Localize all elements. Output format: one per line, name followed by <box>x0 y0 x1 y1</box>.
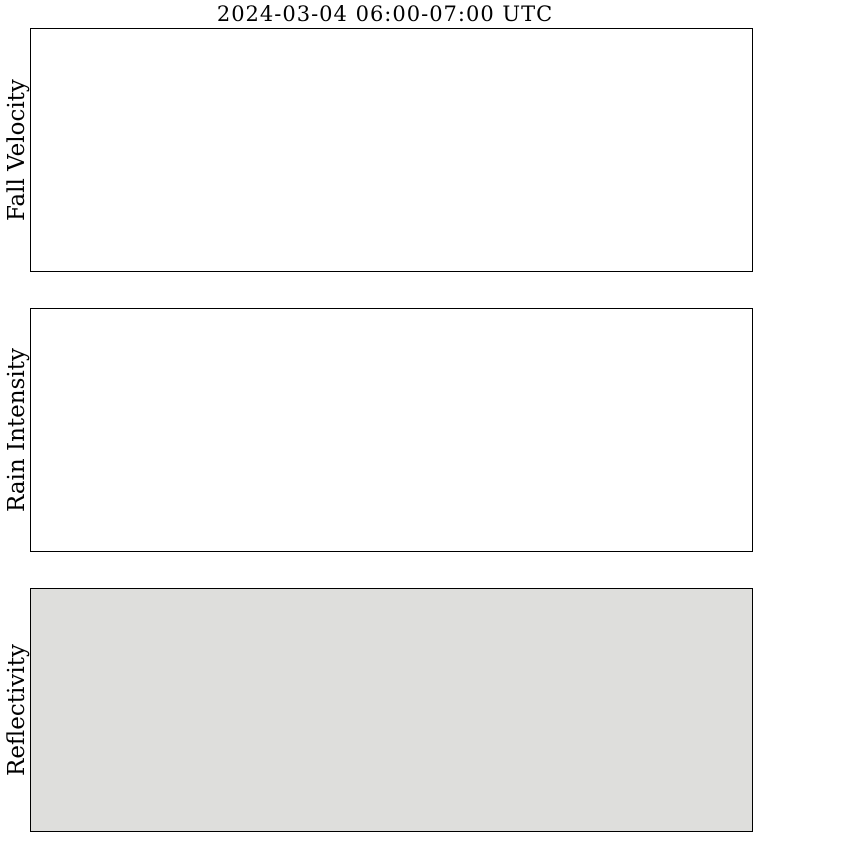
panel-rain-intensity <box>30 308 753 552</box>
page-title: 2024-03-04 06:00-07:00 UTC <box>216 2 554 26</box>
panel-label-fall-velocity: Fall Velocity <box>4 79 30 221</box>
panel-label-reflectivity: Reflectivity <box>4 644 30 776</box>
panel-fall-velocity <box>30 28 753 272</box>
panel-label-rain-intensity: Rain Intensity <box>4 348 30 512</box>
radar-plot-area <box>31 29 752 271</box>
panel-reflectivity <box>30 588 753 832</box>
